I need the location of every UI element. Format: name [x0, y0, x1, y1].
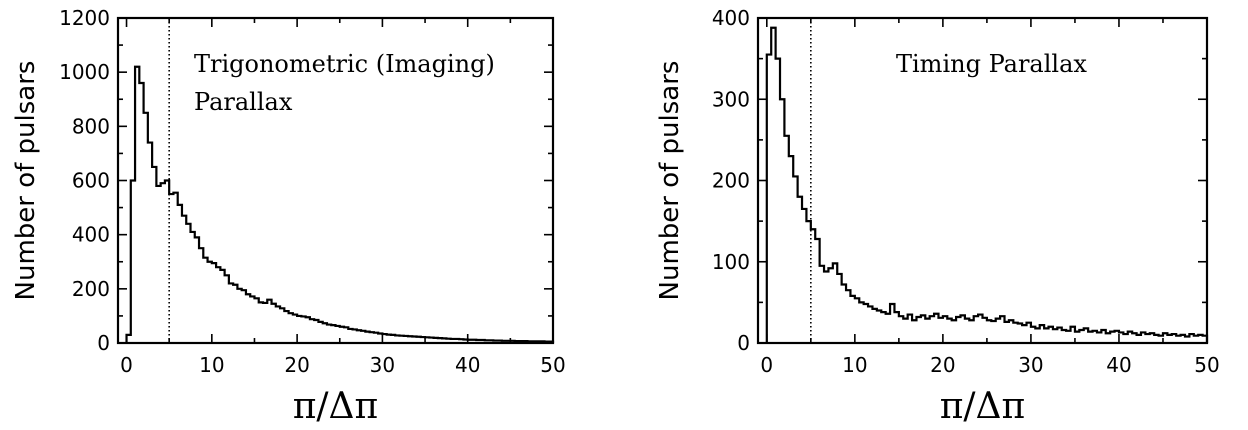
y-tick-label: 200 [712, 169, 750, 193]
x-tick-label: 40 [455, 353, 480, 377]
plot-frame [116, 16, 555, 345]
y-tick-label: 0 [737, 331, 750, 355]
y-tick-label: 100 [712, 250, 750, 274]
x-tick-label: 20 [930, 353, 955, 377]
timing-parallax-histogram: 0 100 200 300 400 0 10 20 30 40 50 Timing Paralla… [655, 6, 1220, 427]
plot-frame [756, 16, 1209, 345]
histogram-timing [765, 26, 1209, 343]
x-tick-label: 30 [370, 353, 395, 377]
y-tick-label: 1200 [59, 6, 110, 30]
annotation-line-2: Parallax [194, 88, 293, 116]
x-tick-label: 0 [120, 353, 133, 377]
y-tick-label: 200 [72, 277, 110, 301]
y-tick-labels: 0 200 400 600 800 1000 1200 [59, 6, 110, 355]
y-tick-label: 300 [712, 87, 750, 111]
x-tick-label: 0 [760, 353, 773, 377]
y-tick-label: 600 [72, 169, 110, 193]
x-tick-label: 20 [284, 353, 309, 377]
annotation-line-1: Trigonometric (Imaging) [194, 50, 495, 78]
x-tick-label: 50 [540, 353, 565, 377]
y-axis-label: Number of pulsars [11, 61, 41, 301]
y-tick-label: 400 [712, 6, 750, 30]
y-tick-label: 400 [72, 223, 110, 247]
y-tick-label: 0 [97, 331, 110, 355]
x-tick-label: 50 [1194, 353, 1219, 377]
histogram-trigonometric [125, 65, 555, 343]
y-tick-label: 1000 [59, 60, 110, 84]
x-axis-label: π/Δπ [940, 386, 1025, 427]
y-axis-label: Number of pulsars [655, 61, 685, 301]
trigonometric-parallax-histogram: 0 200 400 600 800 1000 1200 0 10 20 30 40 50 Trigon… [11, 6, 566, 427]
x-tick-label: 10 [199, 353, 224, 377]
annotation-line-1: Timing Parallax [896, 50, 1087, 78]
y-tick-labels: 0 100 200 300 400 [712, 6, 750, 355]
x-tick-label: 30 [1018, 353, 1043, 377]
x-axis-label: π/Δπ [293, 386, 378, 427]
x-tick-labels: 0 10 20 30 40 50 [760, 353, 1219, 377]
y-tick-label: 800 [72, 114, 110, 138]
x-tick-label: 10 [842, 353, 867, 377]
x-tick-labels: 0 10 20 30 40 50 [120, 353, 566, 377]
x-tick-label: 40 [1106, 353, 1131, 377]
